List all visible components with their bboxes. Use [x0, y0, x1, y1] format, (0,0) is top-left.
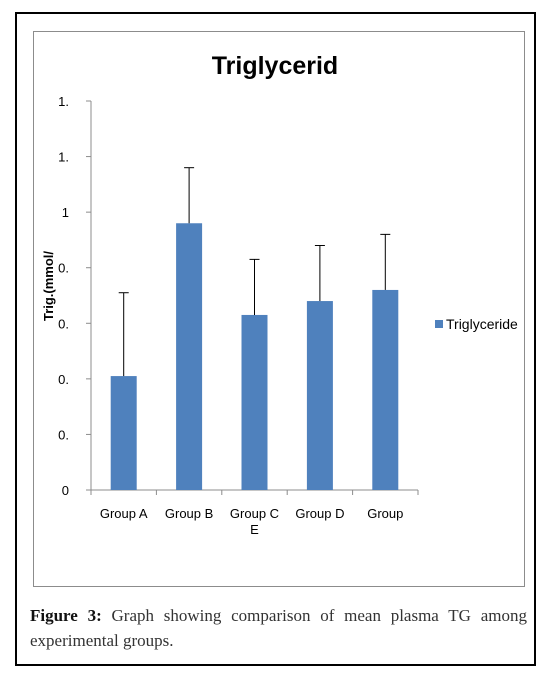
legend-swatch [435, 320, 443, 328]
y-tick-label: 0. [58, 316, 69, 331]
bar [241, 314, 268, 490]
bar [372, 289, 399, 490]
legend: Triglyceride [435, 316, 518, 332]
plot-area: 0 0. 0. 0. 0. 1 1. 1. Group A Group B Group CE Grou… [58, 94, 419, 537]
bar [306, 301, 333, 490]
chart-title: Triglycerid [212, 52, 338, 80]
y-tick-label: 0. [58, 372, 69, 387]
x-tick-label: Group B [165, 506, 213, 521]
y-tick-label: 0. [58, 261, 69, 276]
x-tick-label-line2: E [250, 522, 259, 537]
y-tick-label: 1 [62, 205, 69, 220]
y-tick-label: 1. [58, 94, 69, 109]
x-tick-label: Group A [100, 506, 148, 521]
bar [176, 223, 203, 490]
y-tick-label: 0 [62, 483, 69, 498]
figure-caption: Figure 3: Graph showing comparison of me… [30, 603, 527, 653]
y-tick-label: 0. [58, 427, 69, 442]
x-tick-label: Group [367, 506, 403, 521]
x-tick-label: Group D [295, 506, 344, 521]
x-tick-label: Group C [230, 506, 279, 521]
caption-label: Figure 3: [30, 606, 102, 625]
caption-text: Graph showing comparison of mean plasma … [30, 606, 527, 650]
chart-area [33, 31, 525, 587]
y-tick-label: 1. [58, 150, 69, 165]
bar [110, 376, 137, 490]
y-axis-label: Trig.(mmol/ [41, 251, 56, 321]
legend-label: Triglyceride [446, 316, 518, 332]
